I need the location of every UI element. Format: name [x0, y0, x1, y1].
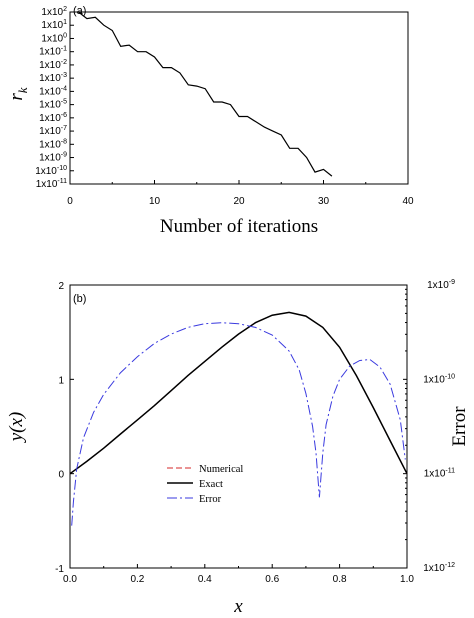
panel-a-convergence-chart: (a) 0 10 20 30 40 1x1021x1011x1001x10-11x10-…	[6, 5, 414, 237]
y2-tick-label: 1x10-10	[423, 373, 455, 385]
y-tick-label: 1x10-7	[39, 125, 67, 137]
y2-tick-label: 1x10-9	[427, 279, 455, 291]
panel-b-plot-frame	[69, 284, 408, 569]
panel-b-y2-ticks: 1x10-9 1x10-10 1x10-11 1x10-12	[403, 279, 455, 574]
panel-b-series	[69, 311, 408, 526]
panel-b-x-axis-label: x	[233, 596, 243, 617]
legend-label-error: Error	[199, 494, 222, 505]
legend-label-exact: Exact	[199, 479, 223, 490]
y-tick-label: 1x10-11	[36, 178, 67, 190]
series-exact-line	[69, 311, 408, 475]
y-tick-label: 1	[58, 375, 64, 386]
legend-label-numerical: Numerical	[199, 464, 243, 475]
panel-b-y-ticks: -1 0 1 2	[55, 281, 74, 575]
y-tick-label: 1x10-5	[39, 99, 67, 111]
y2-tick-label: 1x10-12	[423, 562, 455, 574]
y-tick-label: 1x10-3	[39, 72, 67, 84]
x-tick-label: 0.2	[130, 574, 144, 585]
y-tick-label: 1x10-8	[39, 138, 67, 150]
x-tick-label: 0.6	[265, 574, 279, 585]
panel-b-x-ticks: 0.0 0.2 0.4 0.6 0.8 1.0	[63, 564, 414, 585]
panel-b-legend: Numerical Exact Error	[163, 460, 248, 508]
x-tick-label: 0.4	[198, 574, 212, 585]
x-tick-label: 30	[318, 196, 330, 207]
y-tick-label: 1x10-4	[39, 85, 67, 97]
y-tick-label: 1x10-2	[39, 59, 67, 71]
x-tick-label: 0.0	[63, 574, 77, 585]
y-tick-label: 2	[58, 281, 64, 292]
panel-a-label: (a)	[73, 5, 86, 17]
panel-b-label: (b)	[73, 293, 86, 305]
panel-a-y-axis-label: rk	[6, 87, 30, 100]
x-tick-label: 0	[67, 196, 73, 207]
y-tick-label: 1x102	[41, 6, 67, 18]
y-tick-label: 1x100	[41, 32, 67, 44]
y-tick-label: 1x10-6	[39, 112, 67, 124]
y-tick-label: 1x101	[41, 19, 67, 31]
x-tick-label: 20	[233, 196, 245, 207]
residual-line	[78, 11, 333, 177]
panel-a-series	[78, 11, 333, 177]
series-numerical-line	[69, 311, 408, 475]
x-tick-label: 0.8	[333, 574, 347, 585]
y-tick-label: 1x10-9	[39, 152, 67, 164]
panel-b-y2-axis-label: Error	[449, 406, 470, 447]
panel-a-plot-frame	[69, 11, 409, 185]
panel-a-x-axis-label: Number of iterations	[160, 216, 318, 237]
y-tick-label: -1	[55, 564, 64, 575]
x-tick-label: 1.0	[400, 574, 414, 585]
x-tick-label: 40	[402, 196, 414, 207]
y-tick-label: 1x10-10	[35, 165, 67, 177]
y-tick-label: 0	[58, 470, 64, 481]
panel-a-x-ticks: 0 10 20 30 40	[67, 180, 414, 207]
x-tick-label: 10	[149, 196, 161, 207]
y2-tick-label: 1x10-11	[424, 468, 455, 480]
y-tick-label: 1x10-1	[39, 46, 67, 58]
panel-b-y-axis-label: y(x)	[6, 412, 27, 444]
series-error-line	[71, 322, 406, 526]
